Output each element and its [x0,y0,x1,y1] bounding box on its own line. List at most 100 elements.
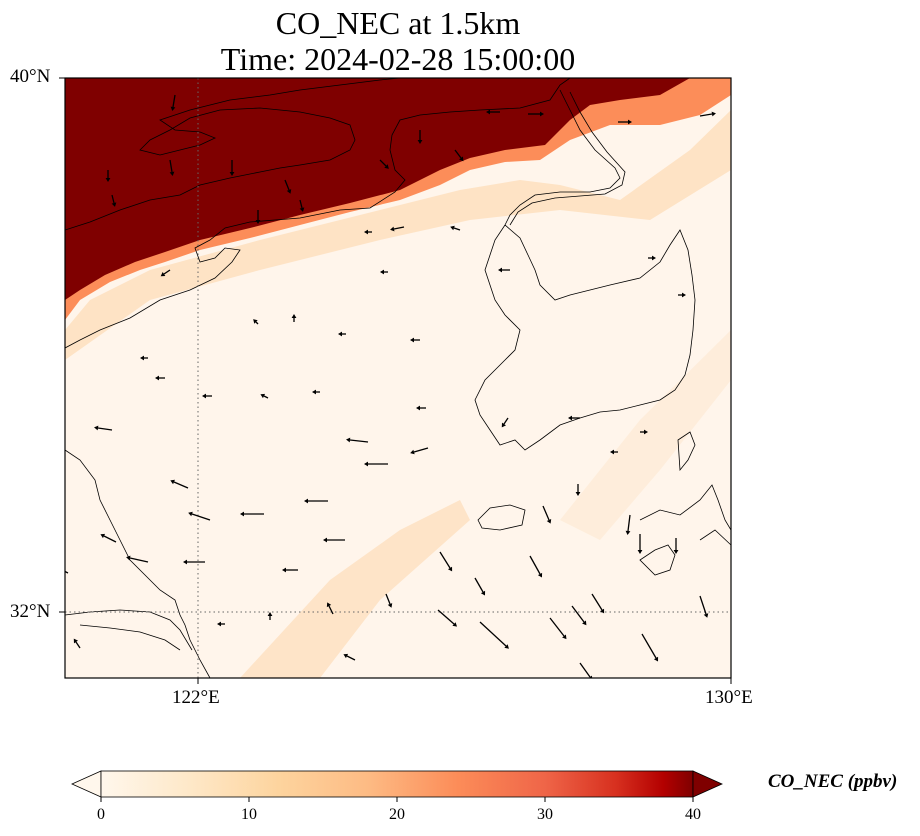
wind-arrow-head [628,119,632,125]
wind-arrow-head [501,422,506,428]
wind-arrow-head [260,393,266,399]
wind-arrow-head [682,292,686,298]
colorbar-tick-label: 20 [389,806,405,823]
wind-arrow [129,557,149,563]
wind-arrow-head [387,603,393,608]
wind-arrow-head [452,622,458,627]
wind-arrow-head [537,572,543,578]
wind-arrow-head [653,656,659,662]
wind-arrow-head [286,189,292,194]
wind-arrow-head [459,156,464,162]
wind-arrow [328,605,334,615]
wind-arrow-head [255,220,261,224]
wind-arrow-head [240,511,244,517]
wind-arrow-head [540,111,544,117]
field-transition-zone [65,110,731,360]
wind-arrow-head [202,393,206,399]
wind-arrow-head [155,375,159,381]
wind-arrow-head [73,638,78,644]
wind-arrow-head [65,568,66,570]
wind-arrow-head [390,226,395,232]
wind-arrow-head [416,405,420,411]
wind-arrow [474,577,484,593]
wind-arrow [571,605,585,623]
wind-arrow-head [304,498,308,504]
wind-arrow-head [126,555,131,561]
wind-arrow-head [338,331,342,337]
wind-arrow [97,427,113,431]
wind-arrow-head [217,621,221,627]
map-frame [64,77,732,679]
wind-arrow [65,570,69,574]
wind-arrow [439,551,451,569]
wind-arrow [173,481,189,489]
wind-arrow-head [384,164,389,169]
plume-band [240,500,470,678]
colorbar-tick-label: 10 [241,806,257,823]
wind-arrow-head [364,461,368,467]
wind-arrow-head [170,106,176,111]
lat-tick-40N: 40°N [10,66,51,87]
wind-arrow-head [312,389,316,395]
wind-arrow-head [410,337,414,343]
wind-arrow-head [105,178,111,182]
wind-arrow [163,269,171,275]
wind-arrow-head [582,620,587,626]
wind-arrow [393,226,405,230]
wind-arrow [413,447,429,453]
wind-arrow-head [610,449,614,455]
wind-arrow [379,159,387,167]
colorbar-extend-max [692,770,723,798]
wind-arrow-head [637,550,643,554]
wind-arrow-head [562,634,567,640]
wind-arrow [699,595,707,615]
wind-arrow [479,621,507,647]
lat-tick-32N: 32°N [10,601,51,622]
wind-arrow [542,505,550,521]
wind-arrow [103,535,117,543]
wind-arrow-head [299,207,305,212]
colorbar-label: CO_NEC (ppbv) [768,771,898,792]
map-title-line1: CO_NEC at 1.5km [275,5,521,41]
wind-arrow [641,633,657,659]
wind-arrow-head [447,566,453,572]
wind-arrow [169,159,173,173]
wind-arrow [111,194,115,204]
wind-arrow-head [380,269,384,275]
wind-arrow-head [417,140,423,144]
wind-arrow-head [291,314,297,318]
wind-arrow [172,94,176,108]
wind-arrow-head [625,530,631,535]
wind-arrow [191,513,211,521]
wind-arrow-head [267,612,273,616]
wind-arrow [75,641,81,649]
wind-arrow-head [253,319,258,324]
wind-arrow [299,199,303,209]
wind-arrow [699,113,713,117]
wind-arrow-head [644,429,648,435]
map-title-line2: Time: 2024-02-28 15:00:00 [220,41,576,77]
wind-arrow [255,321,259,325]
wind-arrow-head [100,533,106,539]
map-panel [59,77,732,684]
wind-arrow-head [282,567,286,573]
colorbar-tick-label: 40 [685,806,701,823]
wind-arrow-head [568,415,572,421]
wind-arrow [454,149,462,159]
wind-arrow-head [94,425,99,431]
wind-arrow-head [703,613,709,618]
high-concentration-core [65,78,690,300]
wind-arrow-head [673,550,679,554]
wind-arrow-head [326,602,332,608]
wind-arrow-head [504,644,509,649]
wind-arrow-head [410,449,415,455]
wind-arrow-head [183,559,187,565]
wind-arrow-head [575,492,581,496]
wind-arrow [437,609,455,625]
wind-arrow [503,417,509,425]
wind-arrow [346,655,356,661]
wind-arrow-head [188,511,193,517]
colorbar-tick-label: 0 [97,806,105,823]
wind-arrow-head [343,653,349,659]
wind-arrow-head [450,225,455,231]
